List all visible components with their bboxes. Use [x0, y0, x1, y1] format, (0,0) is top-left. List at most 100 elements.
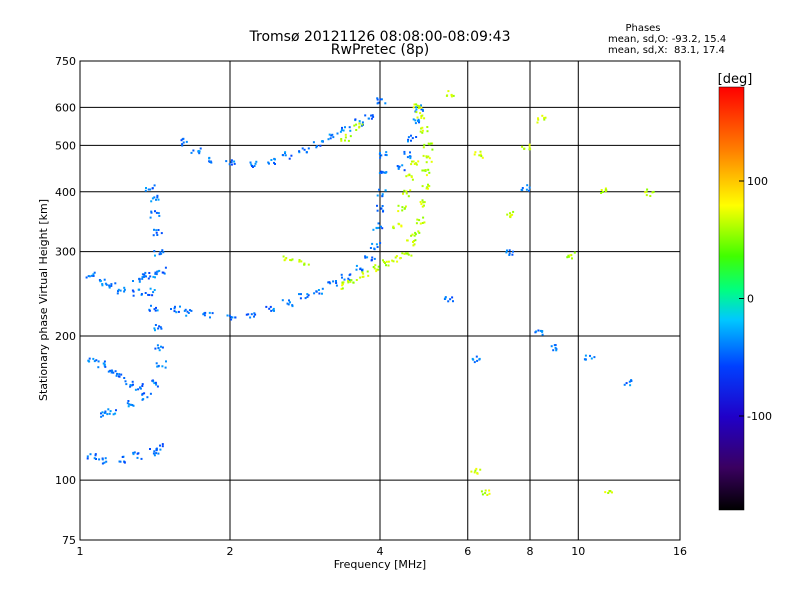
data-point-o: [134, 388, 137, 391]
data-point-x: [383, 261, 386, 263]
data-point-o: [143, 275, 145, 278]
data-point-x: [541, 114, 544, 117]
data-point-o: [141, 398, 144, 401]
y-tick-label: 75: [62, 534, 76, 547]
data-point-x: [511, 213, 514, 216]
data-point-o: [376, 98, 379, 101]
data-point-o: [329, 137, 332, 140]
data-point-o: [250, 313, 253, 316]
data-point-o: [378, 153, 381, 156]
data-point-o: [355, 268, 358, 271]
data-point-o: [335, 284, 338, 287]
data-point-o: [301, 147, 304, 150]
data-point-o: [152, 380, 155, 383]
data-point-o: [411, 137, 414, 140]
x-tick-label: 8: [527, 545, 534, 558]
data-point-o: [154, 329, 156, 332]
data-point-o: [375, 243, 378, 246]
data-point-o: [298, 150, 301, 153]
data-point-o: [628, 380, 631, 383]
data-point-o: [228, 314, 231, 317]
data-point-o: [152, 291, 155, 294]
data-point-o: [162, 271, 165, 274]
data-point-o: [103, 364, 106, 367]
data-point-x: [347, 139, 350, 142]
data-point-o: [254, 313, 257, 316]
data-point-o: [121, 456, 124, 458]
data-point-x: [486, 494, 489, 496]
data-point-o: [119, 460, 122, 463]
data-point-o: [288, 299, 290, 302]
data-point-o: [371, 256, 374, 259]
data-point-o: [366, 256, 369, 259]
data-point-o: [306, 293, 309, 296]
data-point-o: [230, 316, 233, 319]
data-point-x: [361, 123, 364, 126]
data-point-o: [382, 210, 384, 213]
data-point-o: [380, 98, 383, 101]
data-point-o: [630, 379, 633, 382]
data-point-x: [411, 233, 414, 236]
data-point-x: [426, 186, 429, 189]
data-point-o: [85, 276, 88, 279]
data-point-o: [525, 188, 528, 191]
data-point-o: [153, 228, 155, 231]
data-point-x: [509, 212, 511, 215]
data-point-x: [401, 206, 404, 209]
data-point-o: [270, 159, 273, 161]
data-point-x: [405, 192, 408, 195]
data-point-x: [419, 112, 422, 115]
data-point-x: [480, 490, 483, 493]
data-point-o: [158, 349, 161, 352]
data-point-o: [380, 154, 383, 157]
data-point-o: [159, 444, 161, 447]
data-point-x: [536, 121, 539, 124]
data-point-o: [102, 362, 105, 365]
data-point-o: [371, 242, 374, 245]
data-point-o: [165, 360, 167, 363]
data-point-o: [332, 280, 335, 283]
data-point-o: [157, 212, 160, 215]
data-point-o: [187, 312, 190, 314]
data-point-o: [329, 282, 332, 285]
data-point-o: [379, 242, 382, 244]
data-point-x: [425, 156, 428, 159]
data-point-o: [305, 151, 308, 154]
data-point-o: [123, 290, 126, 293]
data-point-x: [349, 280, 352, 283]
data-point-o: [384, 189, 387, 192]
data-point-o: [156, 344, 159, 347]
data-point-o: [303, 148, 306, 151]
data-point-o: [408, 155, 411, 158]
data-point-o: [105, 460, 108, 463]
data-point-x: [450, 95, 453, 98]
data-point-o: [407, 136, 410, 139]
data-point-x: [473, 153, 476, 156]
data-point-o: [376, 204, 378, 207]
data-point-o: [154, 381, 157, 384]
data-point-o: [364, 255, 367, 258]
data-point-x: [344, 139, 346, 142]
data-point-o: [124, 380, 127, 383]
data-point-o: [321, 292, 323, 295]
data-point-x: [377, 268, 380, 271]
data-point-o: [109, 369, 112, 372]
data-point-o: [152, 452, 155, 455]
data-point-o: [112, 413, 115, 416]
data-point-x: [400, 225, 403, 228]
data-point-o: [88, 357, 91, 360]
data-point-o: [475, 355, 478, 358]
data-point-o: [407, 140, 409, 143]
data-point-o: [155, 383, 158, 386]
x-tick-label: 4: [377, 545, 384, 558]
data-point-o: [118, 375, 121, 378]
data-point-o: [86, 457, 89, 460]
data-point-o: [373, 247, 376, 250]
data-point-o: [348, 126, 351, 129]
data-point-o: [164, 366, 167, 369]
data-point-o: [508, 252, 511, 255]
data-point-x: [427, 183, 429, 186]
data-point-o: [155, 231, 158, 234]
data-point-x: [395, 255, 398, 258]
